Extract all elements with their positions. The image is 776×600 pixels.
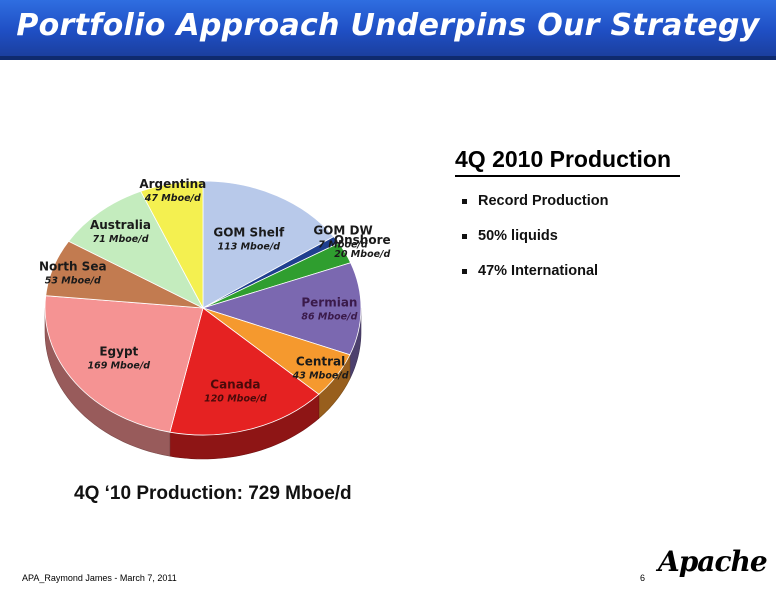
slice-value-onshore: 20 Mboe/d — [334, 249, 390, 260]
highlight-text: 47% International — [478, 263, 599, 279]
slice-label-permian: Permian — [301, 296, 357, 310]
page-number: 6 — [640, 573, 646, 583]
slice-label-onshore: Onshore — [334, 233, 391, 247]
pie-slice-permian — [201, 262, 362, 356]
highlight-text: Record Production — [478, 193, 609, 209]
bullet-square-icon — [462, 269, 467, 274]
slice-value-australia: 71 Mboe/d — [92, 234, 148, 245]
highlight-item: 50% liquids — [462, 228, 609, 263]
bullet-square-icon — [462, 199, 467, 204]
footer-text: APA_Raymond James - March 7, 2011 — [22, 573, 177, 583]
slice-label-argentina: Argentina — [139, 177, 206, 191]
slice-value-argentina: 47 Mboe/d — [144, 193, 201, 204]
total-production-label: 4Q ‘10 Production: 729 Mboe/d — [74, 483, 352, 504]
apache-logo: Apache — [658, 545, 768, 578]
slice-label-gom-shelf: GOM Shelf — [213, 225, 285, 239]
highlight-text: 50% liquids — [478, 228, 558, 244]
title-banner — [0, 0, 776, 56]
slice-label-australia: Australia — [90, 218, 151, 232]
slice-label-gom-dw: GOM DW — [313, 223, 372, 237]
production-heading: 4Q 2010 Production — [455, 145, 680, 177]
bullet-square-icon — [462, 234, 467, 239]
slice-value-central: 43 Mboe/d — [292, 371, 349, 382]
slide-title: Portfolio Approach Underpins Our Strateg… — [16, 8, 760, 43]
slice-label-central: Central — [296, 355, 345, 369]
slice-value-canada: 120 Mboe/d — [204, 393, 267, 404]
title-banner-edge — [0, 56, 776, 60]
pie-slice-canada — [169, 307, 320, 436]
slice-label-north-sea: North Sea — [39, 260, 107, 274]
pie-slice-australia — [67, 190, 204, 309]
slice-value-egypt: 169 Mboe/d — [87, 361, 150, 372]
highlights-list: Record Production 50% liquids 47% Intern… — [462, 193, 609, 298]
slice-value-gom-dw: 7 Mboe/d — [318, 239, 368, 250]
pie-slice-gom-shelf — [202, 180, 335, 309]
slice-value-gom-shelf: 113 Mboe/d — [217, 241, 280, 252]
slice-label-canada: Canada — [210, 377, 260, 391]
highlight-item: Record Production — [462, 193, 609, 228]
slice-value-north-sea: 53 Mboe/d — [45, 276, 101, 287]
pie-slice-argentina — [140, 180, 204, 309]
slice-value-permian: 86 Mboe/d — [301, 312, 357, 323]
pie-slice-egypt — [44, 295, 204, 433]
highlight-item: 47% International — [462, 263, 609, 298]
slice-label-egypt: Egypt — [99, 345, 138, 359]
